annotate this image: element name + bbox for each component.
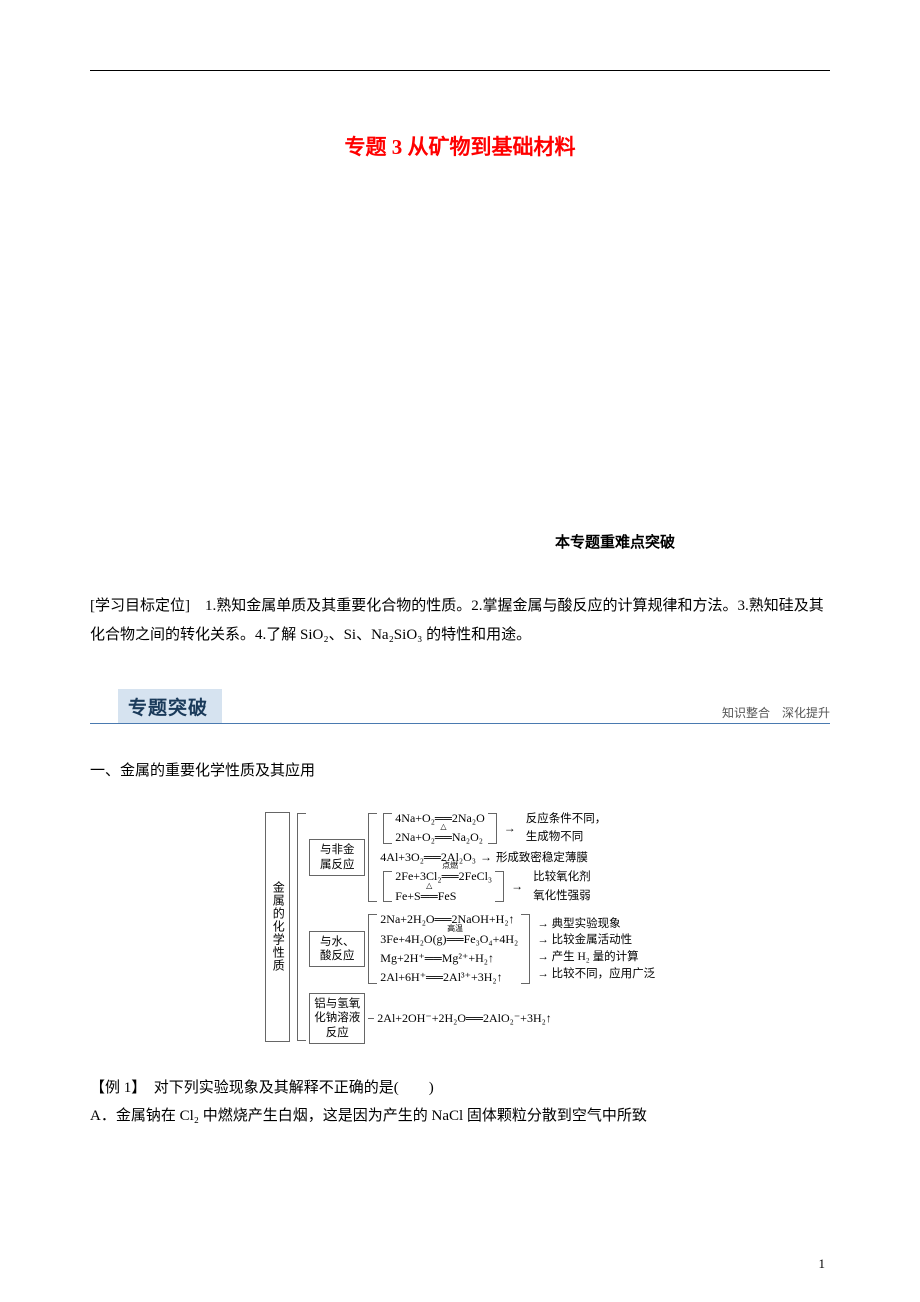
equation: 2Fe+3Cl₂══2FeCl₃ [395, 868, 492, 885]
equation: 2Al+6H⁺══2Al³⁺+3H₂↑ [380, 969, 518, 986]
bracket-icon [383, 871, 392, 902]
top-rule [90, 70, 830, 71]
example-1: 【例 1】 对下列实验现象及其解释不正确的是( ) [90, 1074, 830, 1103]
note: 反应条件不同， [526, 811, 607, 828]
bracket-icon [383, 813, 392, 844]
group-label: 与非金属反应 [309, 839, 365, 876]
doc-title: 专题 3 从矿物到基础材料 [90, 131, 830, 161]
heading-1: 一、金属的重要化学性质及其应用 [90, 759, 830, 780]
section-bar: 专题突破 知识整合 深化提升 [90, 689, 830, 724]
note: 生成物不同 [526, 829, 607, 846]
section-subtitle: 知识整合 深化提升 [722, 704, 830, 723]
bracket-icon [297, 813, 306, 1041]
group-water-acid: 与水、酸反应 2Na+2H₂O══2NaOH+H₂↑ 3Fe+4H₂O(g)══… [309, 911, 655, 987]
arrow-icon: → [504, 820, 516, 837]
page-number: 1 [819, 1256, 826, 1272]
bracket-icon [368, 813, 377, 902]
section-title: 专题突破 [118, 689, 222, 723]
learning-objective: [学习目标定位] 1.熟知金属单质及其重要化合物的性质。2.掌握金属与酸反应的计… [90, 592, 830, 649]
equation: 2Al+2OH⁻+2H₂O══2AlO₂⁻+3H₂↑ [377, 1010, 552, 1027]
group-naoh: 铝与氢氧化钠溶液反应 2Al+2OH⁻+2H₂O══2AlO₂⁻+3H₂↑ [309, 993, 655, 1044]
bracket-icon [495, 871, 504, 902]
arrow-icon: → [511, 878, 523, 895]
group-nonmetal: 与非金属反应 4Na+O₂══2Na₂O 2Na+O₂══Na₂O₂ → [309, 810, 655, 905]
equation: 3Fe+4H₂O(g)══Fe₃O₄+4H₂ [380, 931, 518, 948]
equation: Fe+S══FeS [395, 888, 492, 905]
question-stem: 对下列实验现象及其解释不正确的是( ) [139, 1080, 434, 1096]
note: → 比较金属活动性 [537, 932, 655, 949]
equation: 4Al+3O₂══2Al₂O₃→形成致密稳定薄膜 [380, 849, 606, 867]
group-label: 铝与氢氧化钠溶液反应 [309, 993, 365, 1044]
note: → 产生 H₂ 量的计算 [537, 949, 655, 966]
note: 氧化性强弱 [533, 888, 591, 905]
bracket-icon [488, 813, 497, 844]
equation: 2Na+O₂══Na₂O₂ [395, 829, 484, 846]
bracket-icon [521, 914, 530, 984]
bracket-icon [368, 914, 377, 984]
subheading: 本专题重难点突破 [400, 531, 830, 552]
note: → 比较不同，应用广泛 [537, 966, 655, 983]
note: → 典型实验现象 [537, 916, 655, 933]
group-label: 与水、酸反应 [309, 931, 365, 968]
concept-diagram: 金属的化学性质 与非金属反应 4Na+O₂══2Na₂O 2Na+O₂══Na₂… [90, 810, 830, 1044]
equation: Mg+2H⁺══Mg²⁺+H₂↑ [380, 950, 518, 967]
note: 比较氧化剂 [533, 869, 591, 886]
root-box: 金属的化学性质 [265, 812, 290, 1042]
option-a: A．金属钠在 Cl₂ 中燃烧产生白烟，这是因为产生的 NaCl 固体颗粒分散到空… [90, 1102, 830, 1131]
example-label: 【例 1】 [90, 1080, 139, 1096]
